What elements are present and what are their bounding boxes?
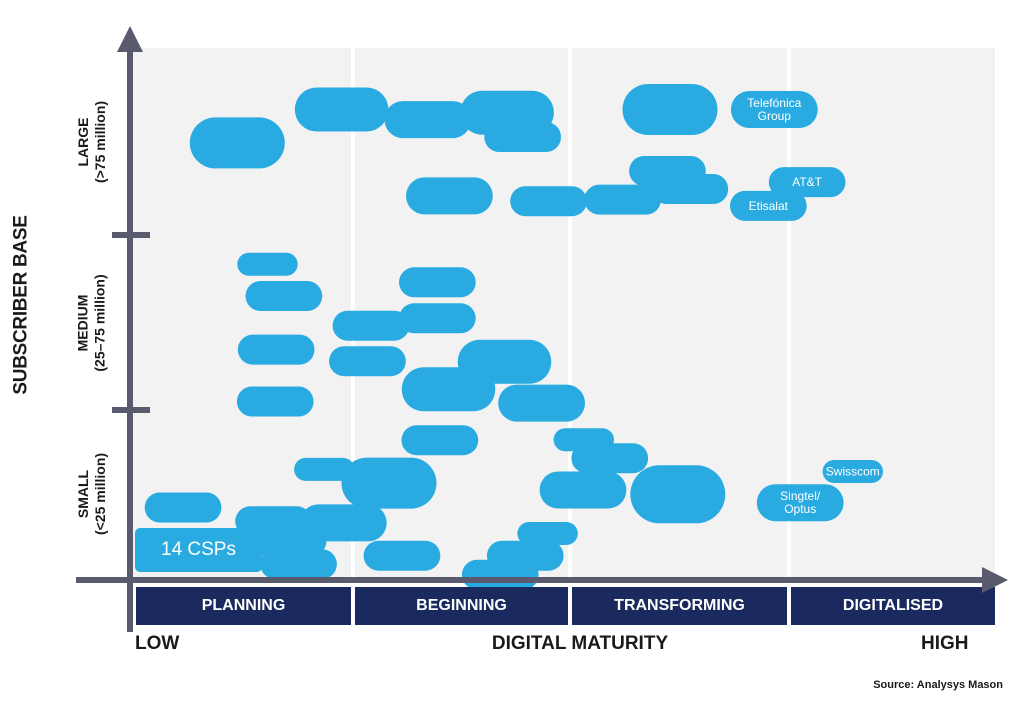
bubble xyxy=(510,186,587,217)
stage-bar-transforming xyxy=(572,587,787,625)
y-axis-arrow xyxy=(117,26,143,52)
bubble-at-t xyxy=(768,167,846,198)
bubble xyxy=(249,525,327,556)
bubble xyxy=(245,281,323,311)
bubble-label: Swisscom xyxy=(826,465,880,479)
x-axis-arrow xyxy=(982,567,1008,593)
stage-label-digitalised: DIGITALISED xyxy=(842,597,944,614)
stage-label-planning: PLANNING xyxy=(201,597,286,614)
bubble-label: Telefónica Group xyxy=(747,96,801,123)
bubble xyxy=(484,122,561,152)
band-large-line2: (>75 million) xyxy=(92,100,109,183)
stage-bar-planning xyxy=(136,587,351,625)
stage-bar-digitalised xyxy=(791,587,995,625)
bubble xyxy=(294,457,355,481)
bubble xyxy=(401,367,496,412)
bubble xyxy=(651,174,729,204)
bubble xyxy=(237,334,315,365)
band-medium-line2: (25–75 million) xyxy=(92,273,109,372)
bubble xyxy=(517,522,578,545)
band-label-small: SMALL (<25 million) xyxy=(62,410,122,578)
bubble xyxy=(461,559,539,590)
bubble xyxy=(401,425,479,456)
legend-bubble-14-csps: 14 CSPs xyxy=(135,528,262,572)
bubble xyxy=(144,492,222,523)
source-note: Source: Analysys Mason xyxy=(873,679,1003,691)
bubble-swisscom xyxy=(822,460,883,483)
stage-label-beginning: BEGINNING xyxy=(416,597,507,614)
bubble xyxy=(341,457,437,509)
bubble-label: AT&T xyxy=(792,175,822,189)
bubble xyxy=(399,303,476,334)
bubble xyxy=(260,549,337,580)
x-axis-high-label: HIGH xyxy=(921,633,969,654)
bubble xyxy=(236,386,314,417)
stage-label-transforming: TRANSFORMING xyxy=(614,597,745,614)
bubble-label: Etisalat xyxy=(749,199,789,213)
stage-bar-beginning xyxy=(355,587,568,625)
band-small-line1: SMALL xyxy=(75,469,92,519)
x-axis-low-label: LOW xyxy=(135,633,180,654)
bubble xyxy=(539,471,627,509)
bubble-singtel-optus xyxy=(756,484,844,522)
bubble xyxy=(406,177,493,215)
bubble xyxy=(329,346,406,377)
bubble xyxy=(571,443,649,474)
bubble xyxy=(630,465,726,524)
bubble xyxy=(332,310,410,341)
bubble xyxy=(294,87,389,132)
bubble xyxy=(584,184,661,215)
bubble-etisalat xyxy=(730,190,807,221)
bubble xyxy=(363,540,441,571)
bubble xyxy=(189,117,285,169)
bubble xyxy=(498,384,585,422)
band-small-line2: (<25 million) xyxy=(92,452,109,536)
band-medium-line1: MEDIUM xyxy=(75,294,92,351)
x-axis-title: DIGITAL MATURITY xyxy=(491,633,669,654)
band-label-medium: MEDIUM (25–75 million) xyxy=(62,235,122,410)
bubble xyxy=(399,267,476,298)
bubble xyxy=(237,252,298,276)
bubble xyxy=(384,101,472,139)
y-axis-title: SUBSCRIBER BASE xyxy=(11,215,33,395)
bubble-label: Singtel/Optus xyxy=(780,489,821,516)
band-label-large: LARGE (>75 million) xyxy=(62,48,122,235)
band-large-line1: LARGE xyxy=(75,117,92,167)
bubble-telef-nica-group xyxy=(730,91,818,128)
bubble xyxy=(622,84,718,135)
